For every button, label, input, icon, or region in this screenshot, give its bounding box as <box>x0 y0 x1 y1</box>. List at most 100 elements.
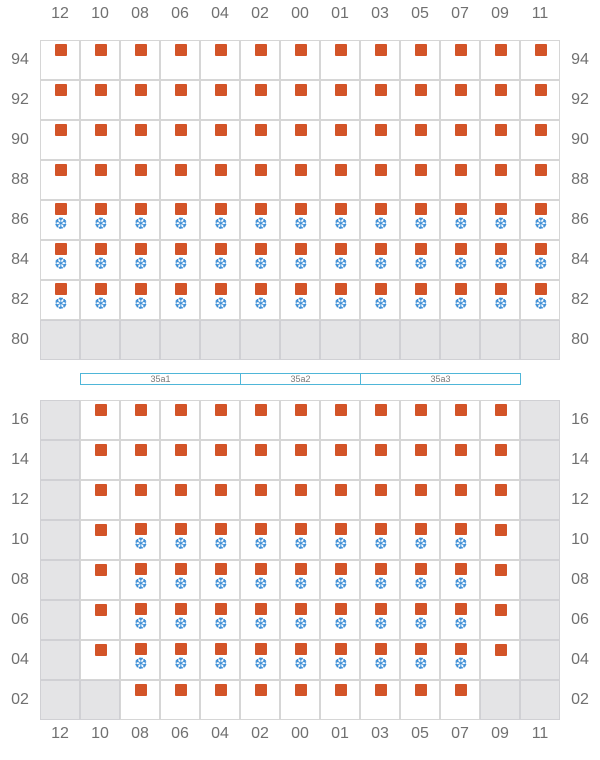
seat-marker-icon[interactable] <box>495 164 507 176</box>
seat-marker-icon[interactable] <box>255 44 267 56</box>
seat-marker-icon[interactable] <box>95 283 107 295</box>
grid-cell[interactable] <box>280 680 320 720</box>
seat-marker-icon[interactable] <box>135 603 147 615</box>
seat-marker-icon[interactable] <box>495 243 507 255</box>
grid-cell[interactable] <box>200 400 240 440</box>
seat-marker-icon[interactable] <box>535 44 547 56</box>
seat-marker-icon[interactable] <box>135 164 147 176</box>
grid-cell[interactable] <box>280 40 320 80</box>
grid-cell[interactable] <box>440 160 480 200</box>
seat-marker-icon[interactable] <box>375 523 387 535</box>
seat-marker-icon[interactable] <box>295 523 307 535</box>
grid-cell[interactable]: ❆ <box>320 600 360 640</box>
grid-cell[interactable]: ❆ <box>200 560 240 600</box>
seat-marker-icon[interactable] <box>55 203 67 215</box>
grid-cell[interactable]: ❆ <box>280 200 320 240</box>
grid-cell[interactable]: ❆ <box>360 560 400 600</box>
seat-marker-icon[interactable] <box>135 684 147 696</box>
grid-cell[interactable]: ❆ <box>320 200 360 240</box>
grid-cell[interactable]: ❆ <box>80 200 120 240</box>
grid-cell[interactable]: ❆ <box>320 560 360 600</box>
seat-marker-icon[interactable] <box>175 404 187 416</box>
seat-marker-icon[interactable] <box>215 563 227 575</box>
grid-cell[interactable] <box>80 80 120 120</box>
seat-marker-icon[interactable] <box>55 164 67 176</box>
seat-marker-icon[interactable] <box>335 444 347 456</box>
seat-marker-icon[interactable] <box>455 283 467 295</box>
zone-35a2[interactable]: 35a2 <box>240 373 361 385</box>
seat-marker-icon[interactable] <box>135 404 147 416</box>
seat-marker-icon[interactable] <box>375 484 387 496</box>
grid-cell[interactable] <box>80 600 120 640</box>
seat-marker-icon[interactable] <box>535 203 547 215</box>
seat-marker-icon[interactable] <box>255 164 267 176</box>
seat-marker-icon[interactable] <box>135 563 147 575</box>
seat-marker-icon[interactable] <box>95 484 107 496</box>
seat-marker-icon[interactable] <box>295 124 307 136</box>
seat-marker-icon[interactable] <box>455 603 467 615</box>
seat-marker-icon[interactable] <box>95 203 107 215</box>
seat-marker-icon[interactable] <box>295 44 307 56</box>
seat-marker-icon[interactable] <box>95 644 107 656</box>
grid-cell[interactable]: ❆ <box>360 600 400 640</box>
grid-cell[interactable]: ❆ <box>240 280 280 320</box>
seat-marker-icon[interactable] <box>335 203 347 215</box>
grid-cell[interactable]: ❆ <box>400 280 440 320</box>
grid-cell[interactable]: ❆ <box>80 280 120 320</box>
seat-marker-icon[interactable] <box>495 524 507 536</box>
seat-marker-icon[interactable] <box>535 124 547 136</box>
grid-cell[interactable]: ❆ <box>480 280 520 320</box>
seat-marker-icon[interactable] <box>95 524 107 536</box>
seat-marker-icon[interactable] <box>55 283 67 295</box>
grid-cell[interactable] <box>160 480 200 520</box>
grid-cell[interactable] <box>280 160 320 200</box>
seat-marker-icon[interactable] <box>455 643 467 655</box>
seat-marker-icon[interactable] <box>295 84 307 96</box>
seat-marker-icon[interactable] <box>95 243 107 255</box>
seat-marker-icon[interactable] <box>495 84 507 96</box>
seat-marker-icon[interactable] <box>415 684 427 696</box>
grid-cell[interactable] <box>120 120 160 160</box>
grid-cell[interactable] <box>120 160 160 200</box>
seat-marker-icon[interactable] <box>375 563 387 575</box>
seat-marker-icon[interactable] <box>215 523 227 535</box>
grid-cell[interactable] <box>440 680 480 720</box>
seat-marker-icon[interactable] <box>295 164 307 176</box>
seat-marker-icon[interactable] <box>215 164 227 176</box>
grid-cell[interactable] <box>520 40 560 80</box>
seat-marker-icon[interactable] <box>295 203 307 215</box>
seat-marker-icon[interactable] <box>455 523 467 535</box>
grid-cell[interactable] <box>400 40 440 80</box>
seat-marker-icon[interactable] <box>495 484 507 496</box>
seat-marker-icon[interactable] <box>335 84 347 96</box>
grid-cell[interactable]: ❆ <box>160 240 200 280</box>
seat-marker-icon[interactable] <box>215 283 227 295</box>
seat-marker-icon[interactable] <box>535 283 547 295</box>
grid-cell[interactable]: ❆ <box>360 240 400 280</box>
seat-marker-icon[interactable] <box>455 124 467 136</box>
grid-cell[interactable]: ❆ <box>440 640 480 680</box>
grid-cell[interactable] <box>40 160 80 200</box>
grid-cell[interactable]: ❆ <box>440 520 480 560</box>
grid-cell[interactable]: ❆ <box>280 240 320 280</box>
grid-cell[interactable] <box>80 160 120 200</box>
grid-cell[interactable] <box>400 440 440 480</box>
grid-cell[interactable]: ❆ <box>120 640 160 680</box>
grid-cell[interactable]: ❆ <box>160 640 200 680</box>
seat-marker-icon[interactable] <box>455 404 467 416</box>
grid-cell[interactable] <box>520 80 560 120</box>
seat-marker-icon[interactable] <box>495 203 507 215</box>
seat-marker-icon[interactable] <box>215 684 227 696</box>
seat-marker-icon[interactable] <box>455 243 467 255</box>
seat-marker-icon[interactable] <box>535 243 547 255</box>
seat-marker-icon[interactable] <box>335 523 347 535</box>
seat-marker-icon[interactable] <box>175 563 187 575</box>
grid-cell[interactable] <box>400 80 440 120</box>
grid-cell[interactable]: ❆ <box>400 240 440 280</box>
grid-cell[interactable] <box>360 40 400 80</box>
seat-marker-icon[interactable] <box>335 643 347 655</box>
grid-cell[interactable] <box>80 40 120 80</box>
grid-cell[interactable] <box>80 400 120 440</box>
seat-marker-icon[interactable] <box>495 283 507 295</box>
seat-marker-icon[interactable] <box>415 484 427 496</box>
